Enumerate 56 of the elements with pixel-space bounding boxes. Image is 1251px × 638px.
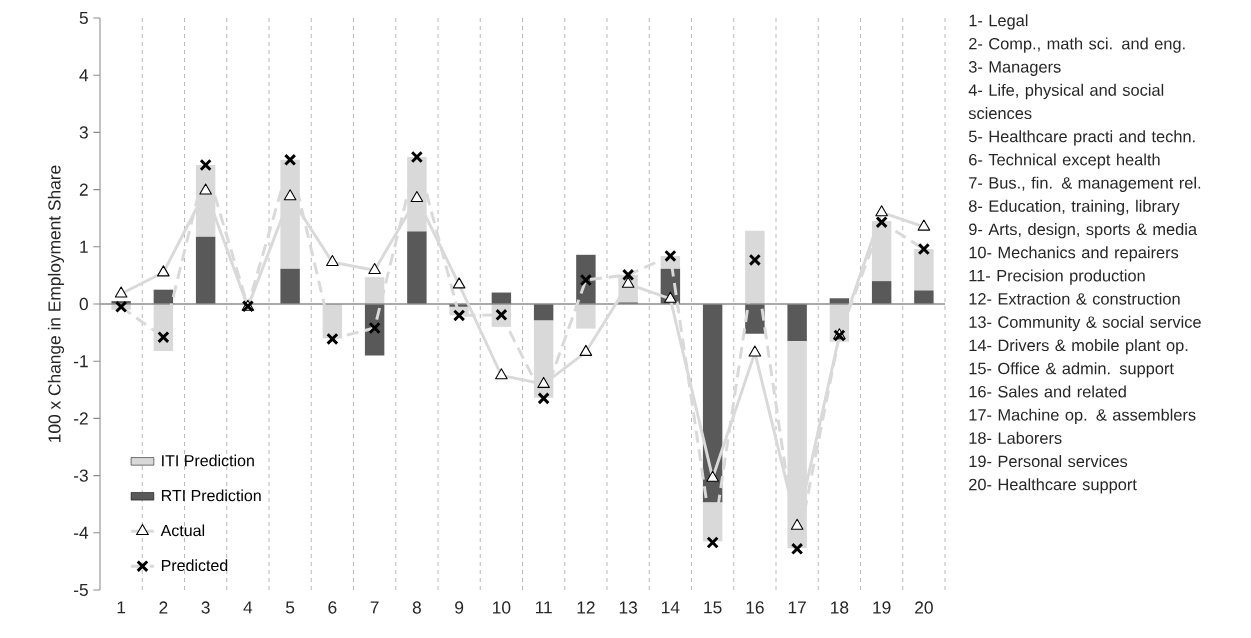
- y-tick-label: 5: [79, 11, 88, 25]
- legend-label: Actual: [160, 524, 205, 537]
- text: 8- Education, training, library: [968, 199, 1180, 216]
- y-tick-label: -4: [73, 526, 89, 539]
- text: 6- Technical except health: [969, 153, 1160, 169]
- x-tick-label: 6: [328, 601, 337, 614]
- y-tick-label: 2: [79, 183, 88, 196]
- text: 15- Office & admin. support: [969, 362, 1174, 378]
- text: 19- Personal services: [969, 455, 1128, 468]
- text: 10- Mechanics and repairers: [969, 246, 1179, 262]
- text: 7- Bus., fin. & management rel.: [969, 176, 1201, 192]
- text: 9- Arts, design, sports & media: [969, 223, 1198, 239]
- x-tick-label: 5: [286, 601, 295, 614]
- x-tick-label: 4: [243, 601, 253, 614]
- x-tick-label: 3: [201, 601, 210, 614]
- legend-label: RTI Prediction: [161, 489, 261, 502]
- y-tick-label: -3: [73, 469, 88, 482]
- x-tick-label: 13: [619, 601, 638, 614]
- y-tick-label: -5: [73, 583, 88, 597]
- x-tick-label: 11: [535, 601, 552, 614]
- text: 11- Precision production: [969, 269, 1145, 285]
- y-tick-label: 1: [80, 240, 88, 253]
- text: 17- Machine op. & assemblers: [969, 408, 1196, 424]
- text: 14- Drivers & mobile plant op.: [969, 339, 1188, 355]
- x-tick-label: 7: [370, 601, 379, 614]
- y-axis-title: 100 x Change in Employment Share: [47, 165, 65, 442]
- x-tick-label: 18: [831, 601, 849, 614]
- legend-label: Predicted: [161, 559, 228, 572]
- x-tick-label: 20: [915, 601, 933, 614]
- text: 3- Managers: [968, 61, 1061, 76]
- text: 5- Healthcare practi and techn.: [968, 130, 1195, 146]
- x-tick-label: 12: [577, 601, 595, 614]
- x-tick-label: 15: [704, 601, 722, 614]
- text: 16- Sales and related: [969, 385, 1126, 398]
- y-tick-label: 0: [79, 297, 88, 311]
- text: 2- Comp., math sci. and eng.: [969, 37, 1185, 53]
- x-tick-label: 14: [662, 601, 680, 614]
- x-tick-label: 10: [493, 601, 511, 614]
- x-tick-label: 19: [873, 601, 891, 614]
- x-tick-label: 2: [159, 601, 168, 614]
- text: 20- Healthcare support: [969, 478, 1137, 494]
- y-tick-label: -2: [73, 412, 88, 425]
- y-tick-label: -1: [73, 355, 88, 368]
- x-tick-label: 17: [788, 601, 806, 614]
- x-tick-label: 1: [117, 601, 126, 614]
- x-tick-label: 9: [455, 601, 464, 614]
- text: 18- Laborers: [969, 431, 1062, 444]
- legend-label: ITI Prediction: [162, 454, 254, 467]
- text: 4- Life, physical and social sciences: [968, 83, 1164, 120]
- y-tick-label: 4: [79, 69, 89, 82]
- text: 13- Community & social service: [969, 315, 1201, 332]
- text: 12- Extraction & construction: [969, 292, 1180, 305]
- x-tick-label: 8: [412, 601, 421, 614]
- y-tick-label: 3: [79, 126, 88, 139]
- x-tick-label: 16: [746, 601, 764, 614]
- text: 1- Legal: [969, 14, 1028, 30]
